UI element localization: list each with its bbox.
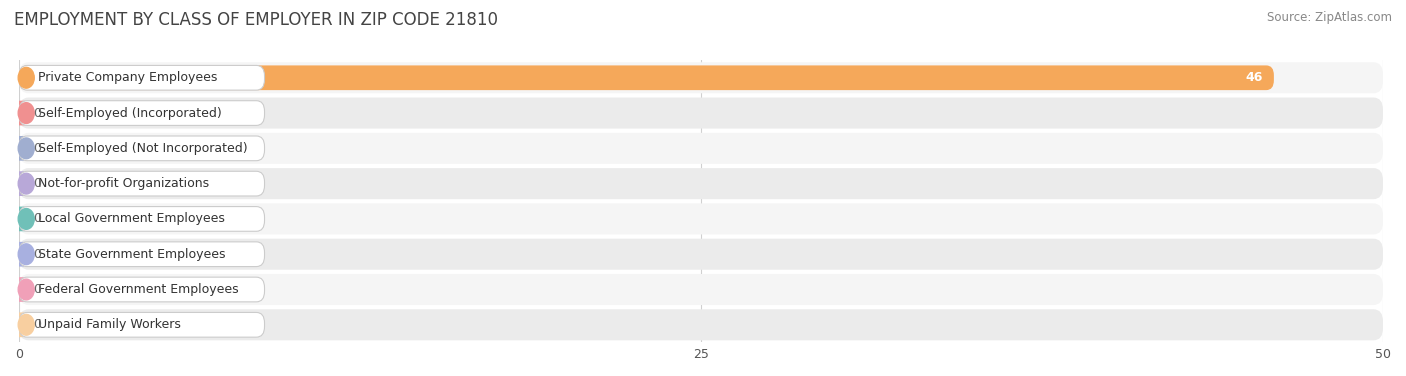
Circle shape: [18, 67, 34, 88]
Text: 0: 0: [32, 106, 41, 120]
FancyBboxPatch shape: [11, 277, 27, 302]
Text: Private Company Employees: Private Company Employees: [38, 71, 217, 84]
Text: 0: 0: [32, 283, 41, 296]
FancyBboxPatch shape: [11, 171, 27, 196]
Text: State Government Employees: State Government Employees: [38, 248, 225, 261]
Circle shape: [18, 244, 34, 265]
Text: Federal Government Employees: Federal Government Employees: [38, 283, 238, 296]
FancyBboxPatch shape: [20, 203, 1384, 235]
FancyBboxPatch shape: [20, 309, 1384, 340]
FancyBboxPatch shape: [20, 97, 1384, 129]
Text: Self-Employed (Not Incorporated): Self-Employed (Not Incorporated): [38, 142, 247, 155]
Text: EMPLOYMENT BY CLASS OF EMPLOYER IN ZIP CODE 21810: EMPLOYMENT BY CLASS OF EMPLOYER IN ZIP C…: [14, 11, 498, 29]
FancyBboxPatch shape: [20, 206, 264, 231]
FancyBboxPatch shape: [20, 277, 264, 302]
Text: Source: ZipAtlas.com: Source: ZipAtlas.com: [1267, 11, 1392, 24]
FancyBboxPatch shape: [20, 65, 1274, 90]
Circle shape: [18, 173, 34, 194]
Text: 0: 0: [32, 177, 41, 190]
FancyBboxPatch shape: [11, 101, 27, 126]
FancyBboxPatch shape: [20, 136, 264, 161]
Circle shape: [18, 209, 34, 229]
FancyBboxPatch shape: [11, 206, 27, 231]
FancyBboxPatch shape: [20, 312, 264, 337]
Text: 0: 0: [32, 318, 41, 331]
Text: 0: 0: [32, 248, 41, 261]
Text: Not-for-profit Organizations: Not-for-profit Organizations: [38, 177, 208, 190]
FancyBboxPatch shape: [20, 101, 264, 126]
FancyBboxPatch shape: [20, 62, 1384, 93]
FancyBboxPatch shape: [20, 239, 1384, 270]
FancyBboxPatch shape: [11, 136, 27, 161]
FancyBboxPatch shape: [11, 242, 27, 267]
FancyBboxPatch shape: [11, 312, 27, 337]
Circle shape: [18, 279, 34, 300]
FancyBboxPatch shape: [20, 65, 264, 90]
Text: Self-Employed (Incorporated): Self-Employed (Incorporated): [38, 106, 221, 120]
Text: 0: 0: [32, 142, 41, 155]
Circle shape: [18, 314, 34, 335]
FancyBboxPatch shape: [20, 242, 264, 267]
Circle shape: [18, 103, 34, 123]
FancyBboxPatch shape: [20, 168, 1384, 199]
Text: Local Government Employees: Local Government Employees: [38, 212, 225, 226]
FancyBboxPatch shape: [20, 171, 264, 196]
Text: 0: 0: [32, 212, 41, 226]
FancyBboxPatch shape: [20, 274, 1384, 305]
Circle shape: [18, 138, 34, 159]
FancyBboxPatch shape: [20, 133, 1384, 164]
Text: 46: 46: [1246, 71, 1263, 84]
Text: Unpaid Family Workers: Unpaid Family Workers: [38, 318, 180, 331]
